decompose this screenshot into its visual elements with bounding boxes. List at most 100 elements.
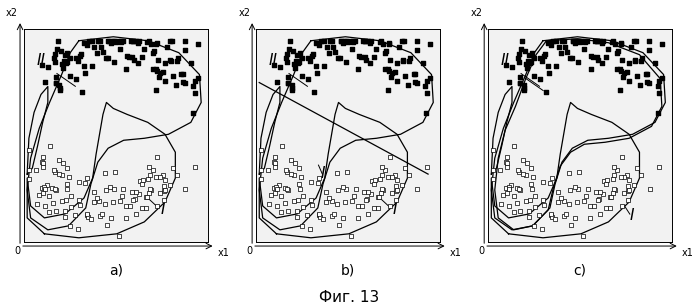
Point [553, 200, 564, 205]
Point [99, 201, 110, 206]
Point [140, 206, 152, 211]
Point [343, 39, 354, 44]
Point [513, 59, 524, 64]
Point [188, 83, 199, 88]
Point [177, 71, 188, 76]
Point [326, 213, 338, 218]
Point [573, 170, 584, 175]
Point [391, 188, 402, 193]
Point [404, 172, 415, 177]
Point [400, 74, 411, 79]
Point [353, 54, 364, 59]
Point [107, 200, 118, 205]
Point [624, 60, 635, 65]
Point [281, 55, 292, 60]
Point [134, 38, 145, 43]
Point [52, 38, 64, 43]
Point [619, 71, 630, 75]
Point [39, 185, 50, 190]
Point [159, 177, 171, 182]
Point [550, 63, 561, 68]
Point [372, 195, 383, 200]
Point [338, 215, 349, 220]
Point [616, 41, 627, 46]
Point [124, 204, 136, 209]
Text: I: I [630, 209, 634, 224]
Point [44, 193, 55, 198]
Text: x2: x2 [6, 8, 18, 18]
Point [577, 233, 589, 238]
Point [318, 217, 329, 221]
Point [314, 43, 325, 47]
Point [303, 56, 314, 61]
Point [387, 191, 398, 196]
Point [340, 38, 351, 43]
Point [79, 63, 90, 68]
Point [282, 188, 294, 192]
Point [514, 74, 526, 79]
Point [525, 182, 536, 187]
Point [313, 212, 324, 217]
Point [528, 73, 540, 78]
Point [147, 50, 158, 55]
Point [592, 198, 603, 203]
Point [550, 217, 561, 221]
Point [572, 38, 583, 43]
Point [72, 59, 83, 64]
Point [368, 181, 380, 186]
Point [517, 38, 528, 43]
Point [377, 186, 388, 191]
Point [582, 187, 593, 192]
Point [132, 41, 143, 46]
Point [39, 204, 50, 209]
Point [521, 66, 533, 71]
Point [136, 205, 147, 210]
Point [585, 54, 596, 59]
Point [649, 60, 661, 65]
Point [54, 83, 65, 88]
Point [350, 38, 361, 43]
Point [73, 197, 85, 202]
Point [101, 187, 112, 192]
Point [579, 46, 590, 51]
Point [108, 38, 119, 43]
Point [560, 44, 571, 49]
Point [396, 183, 408, 188]
Point [606, 40, 617, 45]
Point [171, 59, 182, 63]
Point [555, 196, 566, 201]
Point [138, 47, 150, 52]
Point [613, 48, 624, 53]
Point [70, 56, 81, 61]
Point [545, 212, 556, 217]
Point [636, 172, 647, 177]
Point [86, 38, 97, 43]
Point [42, 183, 53, 188]
Point [117, 193, 128, 198]
Point [630, 38, 642, 43]
Point [555, 51, 566, 55]
Point [49, 55, 60, 60]
Point [526, 187, 538, 192]
Point [615, 42, 626, 47]
Point [569, 184, 580, 189]
Point [147, 167, 158, 172]
Point [602, 178, 613, 183]
Point [103, 38, 115, 43]
Point [315, 215, 326, 220]
Point [628, 38, 640, 43]
Point [115, 40, 127, 45]
Point [507, 65, 518, 70]
Point [145, 186, 156, 191]
Point [530, 193, 541, 198]
Point [318, 38, 329, 43]
Point [502, 154, 513, 159]
Point [128, 198, 139, 203]
Point [330, 49, 341, 54]
Point [50, 51, 61, 56]
Point [121, 67, 132, 72]
Point [152, 68, 163, 73]
Point [596, 41, 607, 46]
Point [398, 38, 410, 43]
Point [340, 38, 351, 43]
